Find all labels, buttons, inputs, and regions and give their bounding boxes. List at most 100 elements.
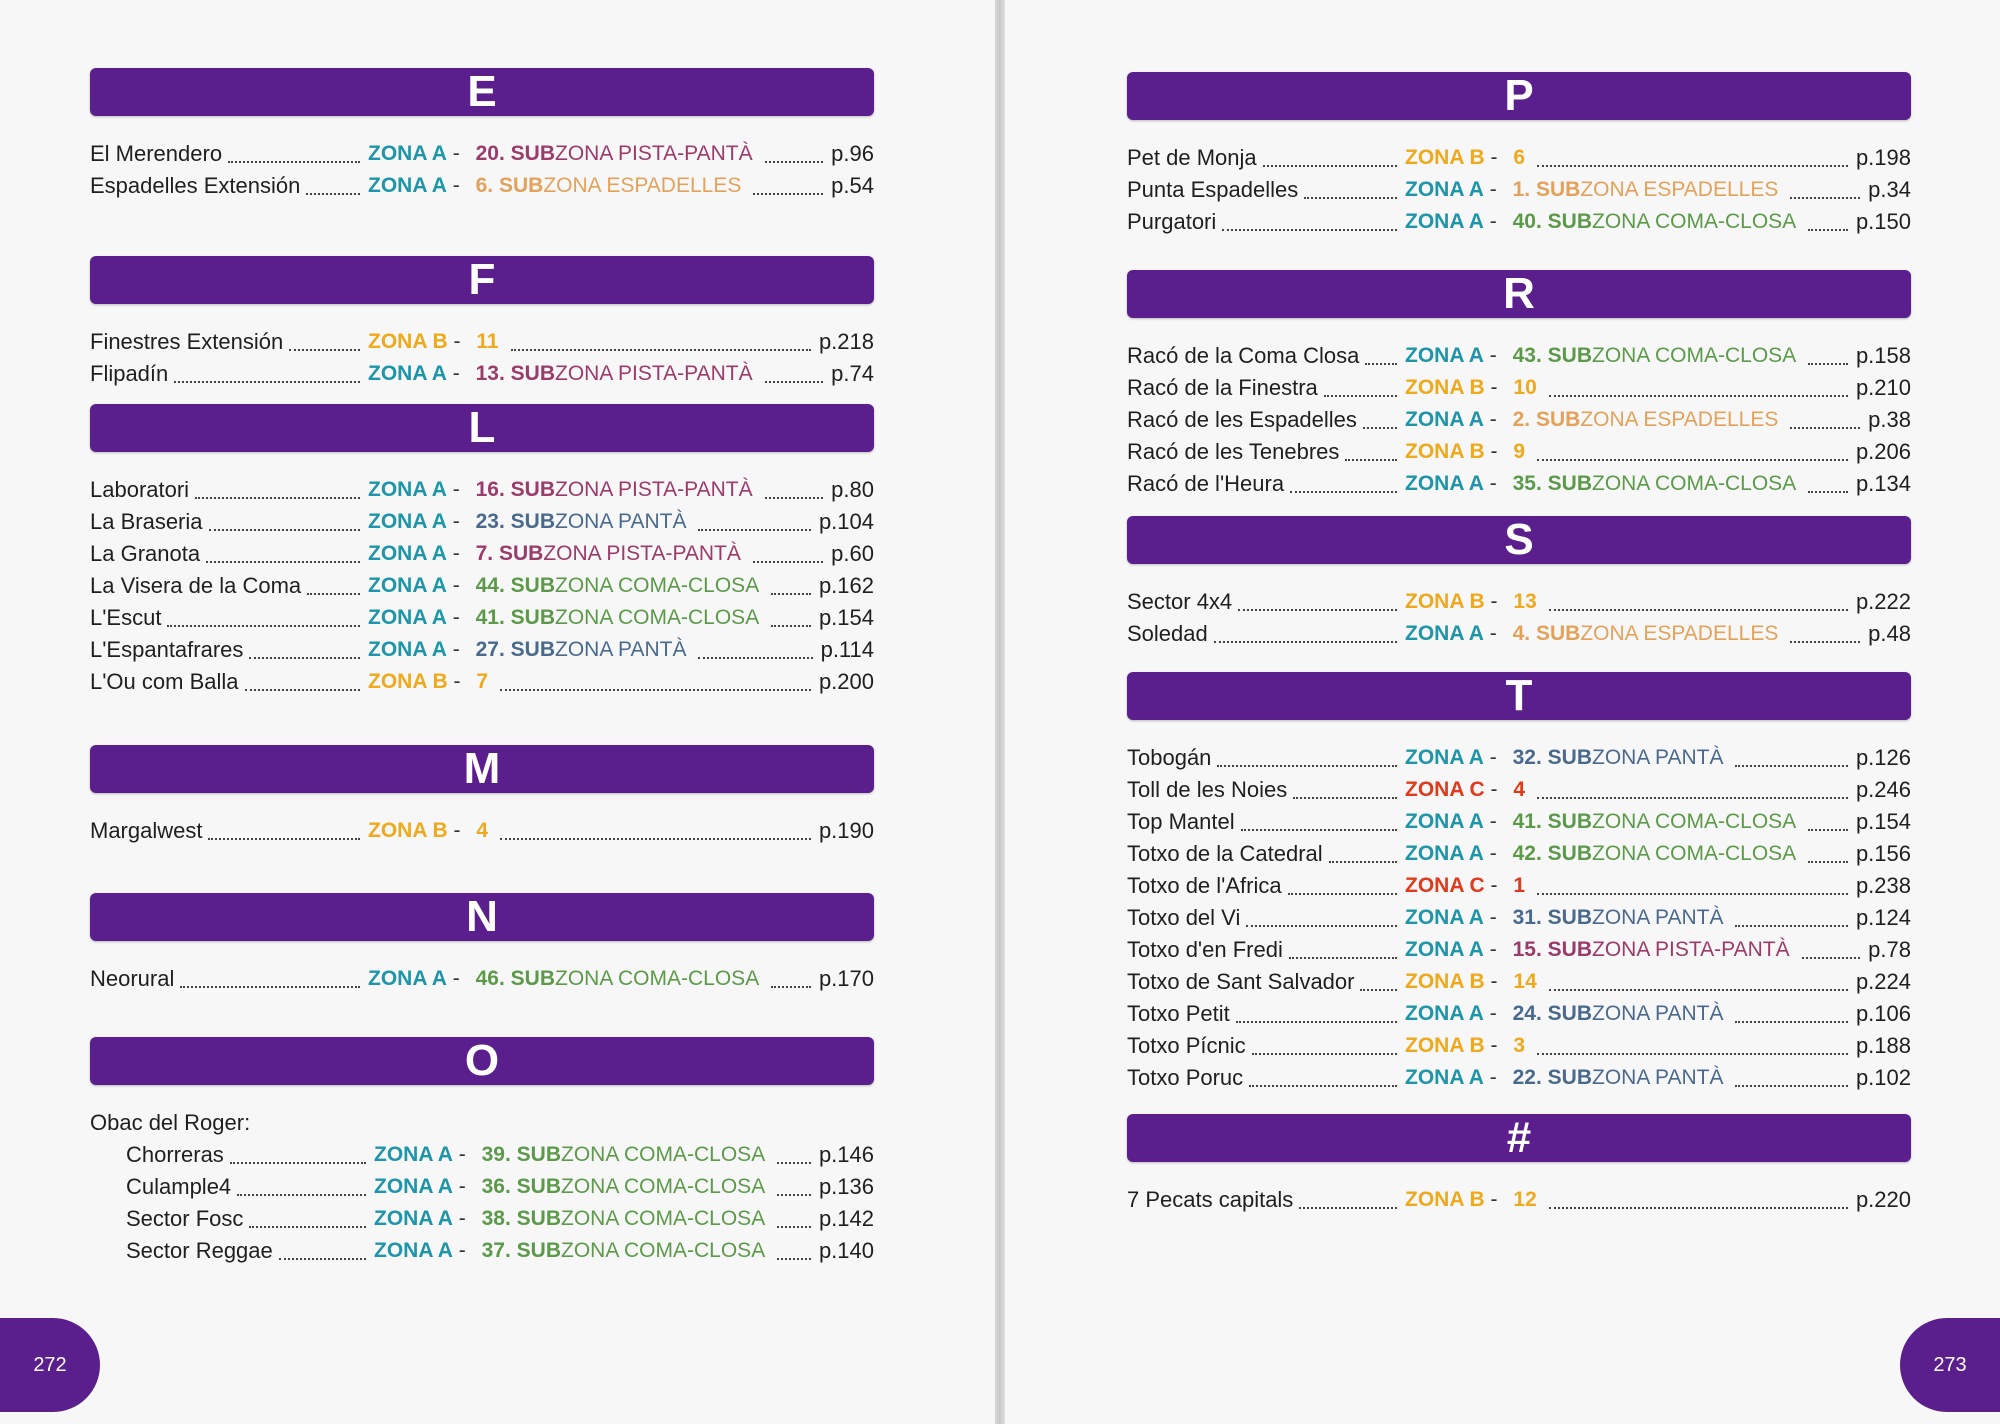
- subzone-name: ZONA COMA-CLOSA: [1592, 344, 1797, 367]
- zone-separator: -: [446, 510, 466, 533]
- zone-label: ZONA A - 42. SUBZONA COMA-CLOSA: [1405, 838, 1796, 870]
- entry-name: Totxo Pícnic: [1127, 1033, 1246, 1058]
- zone-label: ZONA B - 13: [1405, 586, 1537, 618]
- entry-name: Neorural: [90, 966, 175, 991]
- index-entry: Sector Reggae ZONA A - 37. SUBZONA COMA-C…: [90, 1235, 874, 1267]
- leader-dots: [1801, 925, 1861, 959]
- leader-dots: [764, 465, 824, 499]
- page-reference: p.246: [1855, 777, 1911, 802]
- section-letter-bar: N: [90, 893, 874, 941]
- leader-dots: [174, 349, 360, 383]
- zone-label: ZONA A - 41. SUBZONA COMA-CLOSA: [1405, 806, 1796, 838]
- zone-code: ZONA C: [1405, 874, 1485, 897]
- section-o: O Obac del Roger: Chorreras ZONA A - 39. SU…: [90, 1037, 874, 1267]
- subzone-prefix: SUB: [1547, 210, 1592, 233]
- leader-dots: [1735, 1053, 1848, 1087]
- index-entry: La Braseria ZONA A - 23. SUBZONA PANTÀ p.1…: [90, 506, 874, 538]
- leader-dots: [1808, 829, 1848, 863]
- leader-dots: [1360, 957, 1397, 991]
- entry-name: Totxo Poruc: [1127, 1065, 1244, 1090]
- leader-dots: [244, 657, 360, 691]
- section-letter-bar: L: [90, 404, 874, 452]
- zone-separator: -: [446, 606, 466, 629]
- page-reference: p.154: [1855, 809, 1911, 834]
- entry-name: Soledad: [1127, 621, 1208, 646]
- leader-dots: [1235, 989, 1397, 1023]
- leader-dots: [1537, 1021, 1848, 1055]
- zone-label: ZONA A - 44. SUBZONA COMA-CLOSA: [368, 570, 759, 602]
- zone-label: ZONA A - 35. SUBZONA COMA-CLOSA: [1405, 468, 1796, 500]
- zone-separator: -: [1484, 778, 1504, 801]
- sector-number: 12: [1513, 1188, 1537, 1211]
- subzone-prefix: SUB: [1547, 1002, 1592, 1025]
- subzone-name: ZONA PISTA-PANTÀ: [543, 542, 741, 565]
- entry-name: Pet de Monja: [1127, 145, 1257, 170]
- leader-dots: [1246, 893, 1397, 927]
- entry-name: Tobogán: [1127, 745, 1212, 770]
- leader-dots: [1345, 427, 1397, 461]
- entry-name: Totxo Petit: [1127, 1001, 1230, 1026]
- index-entry: Totxo d'en Fredi ZONA A - 15. SUBZONA PIS…: [1127, 934, 1911, 966]
- zone-separator: -: [452, 1239, 472, 1262]
- entry-list: Laboratori ZONA A - 16. SUBZONA PISTA-PAN…: [90, 474, 874, 698]
- subzone-name: ZONA PISTA-PANTÀ: [555, 478, 753, 501]
- page-reference: p.206: [1855, 439, 1911, 464]
- zone-code: ZONA B: [368, 670, 448, 693]
- entry-list: Margalwest ZONA B - 4 p.190: [90, 815, 874, 847]
- zone-code: ZONA B: [1405, 376, 1485, 399]
- sector-number: 24.: [1512, 1002, 1542, 1025]
- page-reference: p.150: [1855, 209, 1911, 234]
- entry-name: Totxo de Sant Salvador: [1127, 969, 1355, 994]
- zone-code: ZONA A: [1405, 810, 1484, 833]
- index-entry: L'Espantafrares ZONA A - 27. SUBZONA PANT…: [90, 634, 874, 666]
- zone-code: ZONA A: [1405, 1066, 1484, 1089]
- page-reference: p.102: [1855, 1065, 1911, 1090]
- page-reference: p.156: [1855, 841, 1911, 866]
- subzone-prefix: SUB: [1547, 344, 1592, 367]
- zone-code: ZONA A: [374, 1207, 453, 1230]
- leader-dots: [229, 1130, 366, 1164]
- subzone-name: ZONA PISTA-PANTÀ: [555, 142, 753, 165]
- sector-number: 23.: [475, 510, 505, 533]
- zone-separator: -: [1483, 842, 1503, 865]
- subzone-name: ZONA ESPADELLES: [1580, 622, 1779, 645]
- page-reference: p.210: [1855, 375, 1911, 400]
- sector-number: 4: [476, 819, 489, 842]
- leader-dots: [777, 1130, 811, 1164]
- leader-dots: [1735, 989, 1848, 1023]
- entry-name: Flipadín: [90, 361, 169, 386]
- sector-number: 14: [1513, 970, 1537, 993]
- leader-dots: [249, 625, 360, 659]
- leader-dots: [1808, 197, 1848, 231]
- page-reference: p.38: [1868, 407, 1911, 432]
- subzone-prefix: SUB: [510, 510, 555, 533]
- leader-dots: [698, 625, 813, 659]
- entry-name: Racó de les Espadelles: [1127, 407, 1357, 432]
- sector-number: 37.: [481, 1239, 511, 1262]
- leader-dots: [1287, 861, 1397, 895]
- subzone-prefix: SUB: [1547, 472, 1592, 495]
- zone-code: ZONA B: [1405, 970, 1485, 993]
- leader-dots: [1240, 797, 1397, 831]
- zone-code: ZONA A: [374, 1239, 453, 1262]
- zone-separator: -: [1483, 746, 1503, 769]
- index-entry: Chorreras ZONA A - 39. SUBZONA COMA-CLOSA…: [90, 1139, 874, 1171]
- subzone-name: ZONA COMA-CLOSA: [561, 1175, 766, 1198]
- sector-number: 35.: [1512, 472, 1542, 495]
- section-e: E El Merendero ZONA A - 20. SUBZONA PISTA-…: [90, 68, 874, 202]
- leader-dots: [1365, 331, 1397, 365]
- leader-dots: [510, 317, 811, 351]
- zone-code: ZONA A: [368, 574, 447, 597]
- section-letter-bar: R: [1127, 270, 1911, 318]
- entry-name: Margalwest: [90, 818, 203, 843]
- zone-code: ZONA A: [1405, 1002, 1484, 1025]
- leader-dots: [306, 161, 360, 195]
- index-entry: Sector 4x4 ZONA B - 13 p.222: [1127, 586, 1911, 618]
- zone-code: ZONA A: [368, 967, 447, 990]
- zone-separator: -: [446, 478, 466, 501]
- zone-separator: -: [1483, 344, 1503, 367]
- entry-name: Sector 4x4: [1127, 589, 1233, 614]
- index-entry: Totxo de Sant Salvador ZONA B - 14 p.224: [1127, 966, 1911, 998]
- index-entry: Totxo Poruc ZONA A - 22. SUBZONA PANTÀ p.1…: [1127, 1062, 1911, 1094]
- zone-code: ZONA A: [1405, 842, 1484, 865]
